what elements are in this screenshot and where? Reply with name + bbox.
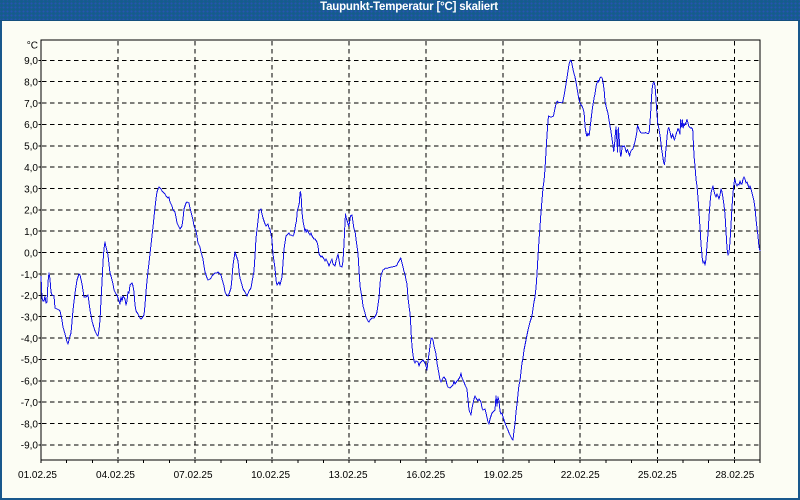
svg-text:1,0: 1,0 — [24, 227, 38, 238]
svg-text:3,0: 3,0 — [24, 184, 38, 195]
svg-text:2,0: 2,0 — [24, 206, 38, 217]
svg-text:01.02.25: 01.02.25 — [18, 470, 57, 481]
svg-text:-8,0: -8,0 — [21, 419, 39, 430]
svg-text:22.02.25: 22.02.25 — [561, 470, 600, 481]
svg-text:04.02.25: 04.02.25 — [96, 470, 135, 481]
svg-text:4,0: 4,0 — [24, 163, 38, 174]
svg-text:-5,0: -5,0 — [21, 355, 39, 366]
svg-text:25.02.25: 25.02.25 — [638, 470, 677, 481]
svg-text:-6,0: -6,0 — [21, 377, 39, 388]
svg-text:-9,0: -9,0 — [21, 441, 39, 452]
svg-text:19.02.25: 19.02.25 — [484, 470, 523, 481]
svg-text:-4,0: -4,0 — [21, 334, 39, 345]
svg-text:6,0: 6,0 — [24, 120, 38, 131]
svg-text:07.02.25: 07.02.25 — [174, 470, 213, 481]
svg-text:28.02.25: 28.02.25 — [715, 470, 754, 481]
svg-text:-1,0: -1,0 — [21, 270, 39, 281]
svg-text:-7,0: -7,0 — [21, 398, 39, 409]
svg-text:-2,0: -2,0 — [21, 291, 39, 302]
svg-text:9,0: 9,0 — [24, 56, 38, 67]
svg-text:-3,0: -3,0 — [21, 313, 39, 324]
svg-text:16.02.25: 16.02.25 — [406, 470, 445, 481]
svg-text:10.02.25: 10.02.25 — [251, 470, 290, 481]
svg-text:°C: °C — [27, 41, 38, 52]
svg-text:8,0: 8,0 — [24, 78, 38, 89]
svg-text:13.02.25: 13.02.25 — [329, 470, 368, 481]
svg-text:5,0: 5,0 — [24, 142, 38, 153]
svg-text:7,0: 7,0 — [24, 99, 38, 110]
svg-text:0,0: 0,0 — [24, 248, 38, 259]
